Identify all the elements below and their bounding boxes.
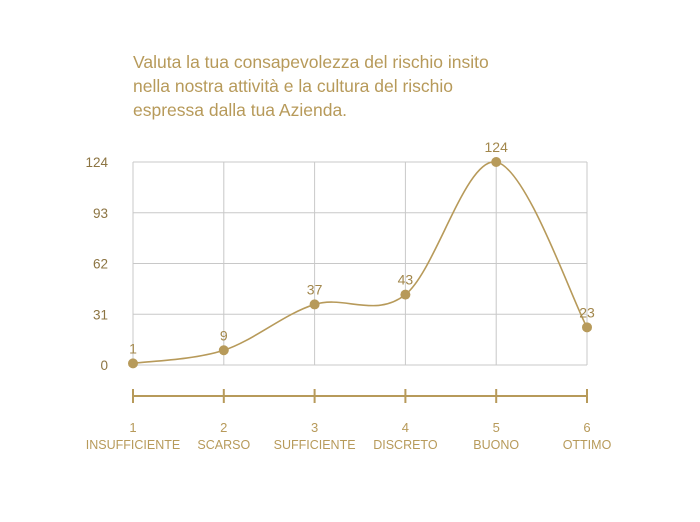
x-tick-label: 4 [402, 420, 409, 435]
x-category-label: BUONO [473, 438, 519, 452]
x-tick-label: 1 [129, 420, 136, 435]
y-tick-label: 0 [100, 358, 108, 373]
x-category-label: SUFFICIENTE [274, 438, 356, 452]
data-label: 1 [129, 340, 137, 356]
chart-title-line: Valuta la tua consapevolezza del rischio… [133, 52, 489, 72]
data-point [582, 322, 592, 333]
y-tick-label: 62 [93, 257, 108, 272]
chart-title: Valuta la tua consapevolezza del rischio… [133, 50, 553, 122]
chart-title-line: espressa dalla tua Azienda. [133, 100, 348, 120]
x-category-label: SCARSO [197, 438, 250, 452]
x-category-label: OTTIMO [563, 438, 612, 452]
series-line [132, 161, 588, 365]
x-tick-label: 6 [583, 420, 590, 435]
data-label: 37 [307, 281, 323, 297]
x-tick-label: 2 [220, 420, 227, 435]
x-category-label: DISCRETO [373, 438, 438, 452]
data-point [128, 358, 138, 369]
x-tick-label: 3 [311, 420, 318, 435]
data-point [400, 289, 411, 300]
y-tick-label: 93 [93, 206, 108, 221]
y-tick-label: 124 [85, 155, 108, 170]
chart-title-line: nella nostra attività e la cultura del r… [133, 76, 454, 96]
data-point [218, 345, 229, 356]
x-tick-label: 5 [493, 420, 500, 435]
data-point [491, 157, 502, 167]
data-label: 23 [579, 304, 595, 320]
data-label: 9 [220, 327, 228, 343]
data-point [309, 299, 320, 310]
data-label: 124 [485, 139, 509, 155]
data-label: 43 [398, 272, 414, 288]
y-tick-label: 31 [93, 307, 108, 322]
x-category-label: INSUFFICIENTE [86, 438, 180, 452]
